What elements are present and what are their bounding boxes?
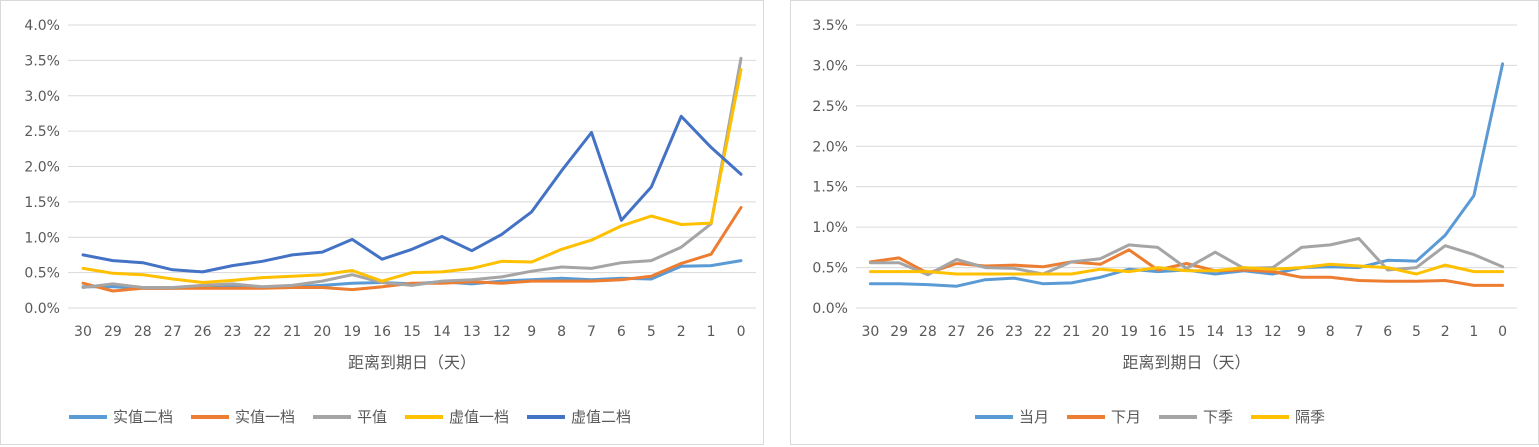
- x-tick-label: 20: [313, 324, 331, 340]
- series-line: [868, 262, 1505, 276]
- x-tick-label: 20: [1091, 324, 1109, 340]
- x-tick-label: 15: [1178, 324, 1196, 340]
- x-tick-label: 12: [493, 324, 511, 340]
- legend-entry: 下季: [1203, 408, 1233, 426]
- y-tick-label: 0.5%: [24, 266, 60, 282]
- x-tick-label: 1: [707, 324, 716, 340]
- chart-panel-right: 0.0% 0.5% 1.0% 1.5% 2.0% 2.5% 3.0% 3.5% 30 29 28 27…: [790, 0, 1539, 445]
- x-tick-label: 7: [587, 324, 596, 340]
- x-tick-label: 26: [976, 324, 994, 340]
- x-tick-label: 9: [1297, 324, 1306, 340]
- y-tick-label: 2.5%: [24, 124, 60, 140]
- x-tick-label: 14: [433, 324, 451, 340]
- x-tick-label: 27: [164, 324, 182, 340]
- y-tick-label: 0.0%: [812, 301, 848, 317]
- x-tick-label: 14: [1206, 324, 1224, 340]
- x-axis-title: 距离到期日（天）: [348, 353, 476, 372]
- x-tick-label: 12: [1264, 324, 1282, 340]
- y-tick-label: 3.0%: [24, 89, 60, 105]
- y-tick-label: 3.0%: [812, 58, 848, 74]
- x-tick-label: 2: [677, 324, 686, 340]
- x-tick-label: 16: [1149, 324, 1167, 340]
- x-tick-label: 6: [1383, 324, 1392, 340]
- x-tick-label: 0: [1498, 324, 1507, 340]
- x-tick-label: 29: [104, 324, 122, 340]
- x-tick-label: 28: [134, 324, 152, 340]
- y-tick-label: 4.0%: [24, 18, 60, 34]
- y-tick-label: 1.0%: [24, 230, 60, 246]
- x-tick-label: 1: [1469, 324, 1478, 340]
- y-tick-label: 1.5%: [24, 195, 60, 211]
- line-chart-right: 0.0%0.5%1.0%1.5%2.0%2.5%3.0%3.5%30 29 28 27…: [812, 18, 1517, 426]
- series-line: [81, 206, 743, 293]
- legend-entry: 虚值一档: [449, 408, 509, 426]
- x-tick-label: 23: [224, 324, 242, 340]
- x-tick-label: 30: [861, 324, 879, 340]
- legend-entry: 下月: [1111, 408, 1141, 426]
- x-tick-label: 6: [617, 324, 626, 340]
- x-tick-label: 15: [403, 324, 421, 340]
- y-tick-label: 3.5%: [24, 53, 60, 69]
- x-tick-label: 0: [737, 324, 746, 340]
- legend-entry: 实值一档: [235, 408, 295, 426]
- x-tick-label: 8: [557, 324, 566, 340]
- x-tick-label: 5: [647, 324, 656, 340]
- y-tick-label: 2.0%: [812, 139, 848, 155]
- legend-entry: 虚值二档: [571, 408, 631, 426]
- series-line: [81, 114, 743, 274]
- x-axis-title: 距离到期日（天）: [1122, 353, 1250, 372]
- x-tick-label: 21: [283, 324, 301, 340]
- x-tick-label: 30: [74, 324, 92, 340]
- x-tick-label: 19: [1120, 324, 1138, 340]
- legend-entry: 平值: [357, 408, 387, 426]
- x-tick-label: 23: [1005, 324, 1023, 340]
- x-tick-label: 13: [463, 324, 481, 340]
- x-tick-label: 19: [343, 324, 361, 340]
- series-line: [81, 68, 743, 284]
- y-tick-label: 2.0%: [24, 160, 60, 176]
- legend: 当月 下月 下季 隔季: [975, 408, 1325, 426]
- x-tick-label: 8: [1326, 324, 1335, 340]
- y-tick-label: 3.5%: [812, 18, 848, 34]
- x-tick-label: 29: [890, 324, 908, 340]
- legend: 实值二档 实值一档 平值 虚值一档 虚值二档: [69, 408, 631, 426]
- y-tick-label: 0.0%: [24, 301, 60, 317]
- y-tick-label: 2.5%: [812, 99, 848, 115]
- x-tick-label: 22: [254, 324, 272, 340]
- y-tick-label: 0.5%: [812, 261, 848, 277]
- legend-entry: 当月: [1019, 408, 1049, 426]
- chart-panel-left: 0.0% 0.5% 1.0% 1.5% 2.0% 2.5% 3.0% 3.5% 4.0% 30 29…: [0, 0, 764, 445]
- x-tick-label: 26: [194, 324, 212, 340]
- y-tick-label: 1.5%: [812, 180, 848, 196]
- x-tick-label: 9: [527, 324, 536, 340]
- x-tick-label: 27: [948, 324, 966, 340]
- y-tick-label: 1.0%: [812, 220, 848, 236]
- x-tick-label: 5: [1412, 324, 1421, 340]
- x-tick-label: 22: [1034, 324, 1052, 340]
- x-tick-label: 2: [1441, 324, 1450, 340]
- x-tick-label: 21: [1063, 324, 1081, 340]
- x-tick-label: 16: [373, 324, 391, 340]
- x-tick-label: 7: [1354, 324, 1363, 340]
- series-line: [81, 56, 743, 289]
- x-tick-label: 13: [1235, 324, 1253, 340]
- x-tick-label: 28: [919, 324, 937, 340]
- legend-entry: 实值二档: [113, 408, 173, 426]
- series-line: [868, 62, 1505, 288]
- legend-entry: 隔季: [1295, 408, 1325, 426]
- line-chart-left: 0.0%0.5%1.0%1.5%2.0%2.5%3.0%3.5%4.0%30 29…: [24, 18, 756, 426]
